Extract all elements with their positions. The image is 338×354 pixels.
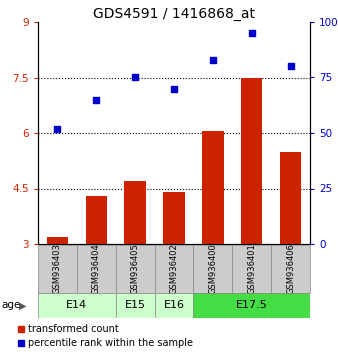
Text: E16: E16 [164, 301, 185, 310]
Bar [86, 196, 107, 244]
Text: ▶: ▶ [19, 301, 27, 310]
Bar [124, 181, 146, 244]
Bar [154, 293, 193, 318]
Point [94, 97, 99, 103]
Bar [163, 192, 185, 244]
Text: GSM936401: GSM936401 [247, 244, 256, 295]
Bar [241, 78, 262, 244]
Point [171, 86, 177, 91]
Text: E15: E15 [125, 301, 146, 310]
Point [55, 126, 60, 131]
Point [288, 64, 293, 69]
Bar [116, 245, 154, 293]
Text: E14: E14 [66, 301, 88, 310]
Bar [202, 131, 223, 244]
Bar [18, 340, 24, 346]
Text: percentile rank within the sample: percentile rank within the sample [28, 338, 193, 348]
Text: transformed count: transformed count [28, 324, 119, 334]
Point [249, 30, 255, 36]
Bar [232, 245, 271, 293]
Point [132, 75, 138, 80]
Text: E17.5: E17.5 [236, 301, 268, 310]
Bar [38, 245, 77, 293]
Title: GDS4591 / 1416868_at: GDS4591 / 1416868_at [93, 7, 255, 21]
Text: GSM936404: GSM936404 [92, 244, 101, 295]
Bar [271, 245, 310, 293]
Text: GSM936403: GSM936403 [53, 244, 62, 295]
Bar [280, 152, 301, 244]
Text: GSM936402: GSM936402 [169, 244, 178, 295]
Bar [154, 245, 193, 293]
Bar [193, 245, 232, 293]
Bar [193, 293, 310, 318]
Bar [116, 293, 154, 318]
Point [210, 57, 216, 63]
Text: GSM936400: GSM936400 [208, 244, 217, 295]
Bar [47, 236, 68, 244]
Text: age: age [2, 301, 21, 310]
Text: GSM936406: GSM936406 [286, 244, 295, 295]
Bar [38, 293, 116, 318]
Text: GSM936405: GSM936405 [131, 244, 140, 295]
Bar [18, 326, 24, 332]
Bar [77, 245, 116, 293]
